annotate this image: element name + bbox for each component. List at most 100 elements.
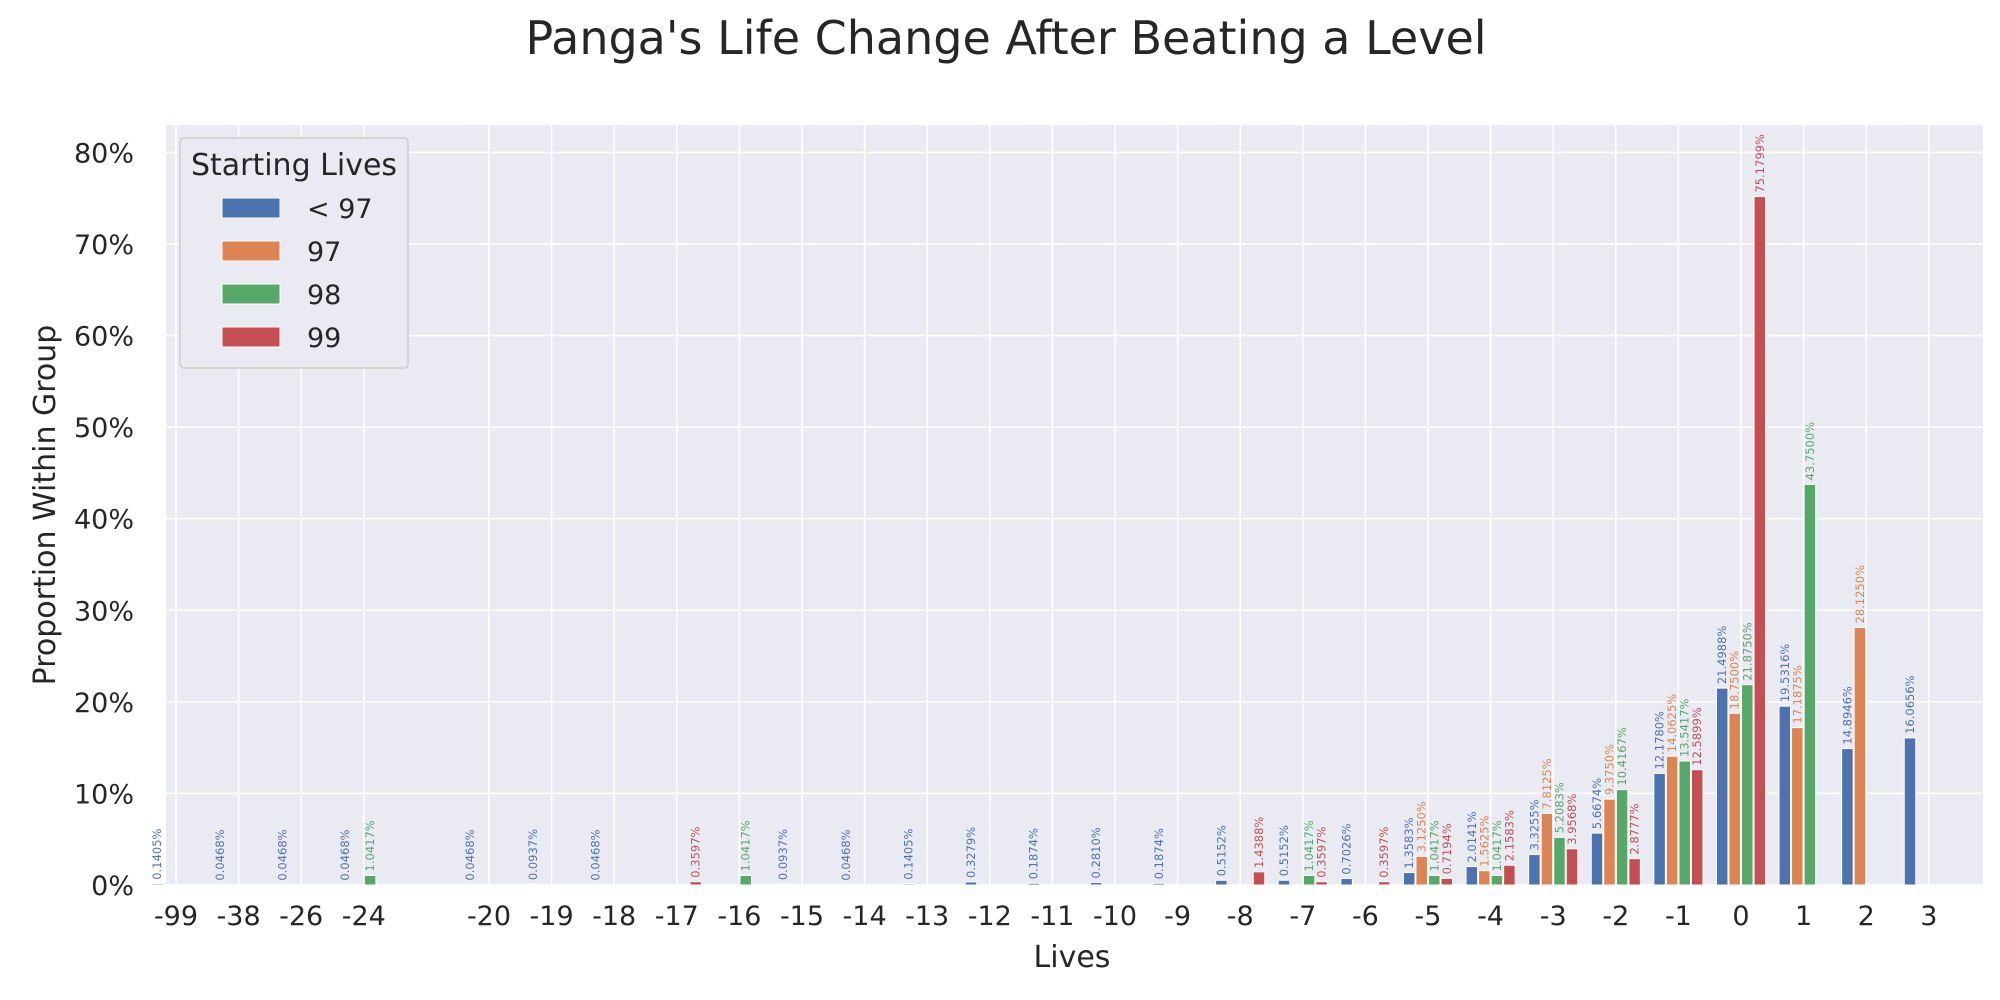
- bar-value-label: 0.1405%: [901, 828, 915, 879]
- bar: [1089, 881, 1103, 886]
- bar: [1665, 755, 1679, 886]
- bar: [1841, 748, 1854, 886]
- bar: [1778, 705, 1792, 886]
- bar-value-label: 0.5152%: [1277, 825, 1291, 876]
- x-tick-label: 0: [1732, 901, 1749, 932]
- bar-value-label: 0.2810%: [1089, 827, 1103, 878]
- x-tick-label: -18: [592, 901, 636, 932]
- bar: [1315, 881, 1328, 886]
- y-tick-label: 20%: [74, 688, 134, 719]
- legend-label: < 97: [307, 194, 373, 225]
- y-tick-label: 0%: [91, 871, 134, 902]
- bar-labels: 0.1405% 0.0468% 0.0468% 0.0468% 0.0468% 0.093…: [150, 134, 1917, 881]
- bar-value-label: 0.0937%: [526, 829, 540, 880]
- legend: Starting Lives < 97 97 98 99: [179, 137, 409, 369]
- x-tick-label: -15: [780, 901, 824, 932]
- x-tick-label: -1: [1665, 901, 1692, 932]
- x-tick-label: -99: [154, 901, 198, 932]
- x-tick-label: -9: [1164, 901, 1191, 932]
- bar-value-label: 16.0656%: [1903, 675, 1917, 734]
- bar-value-label: 14.0625%: [1665, 694, 1679, 753]
- bar: [1540, 812, 1554, 886]
- x-tick-label: -26: [279, 901, 323, 932]
- y-axis-ticks: 0% 10% 20% 30% 40% 50% 60% 70% 80%: [74, 138, 134, 902]
- bar: [363, 874, 377, 886]
- bar: [1302, 874, 1316, 886]
- bar-value-label: 9.3750%: [1603, 744, 1617, 795]
- bar-value-label: 3.3255%: [1527, 799, 1541, 850]
- bar-value-label: 1.0417%: [363, 820, 377, 871]
- bar: [964, 881, 978, 886]
- legend-label: 97: [307, 237, 341, 268]
- x-tick-label: -10: [1093, 901, 1137, 932]
- bar: [1678, 760, 1691, 886]
- bar-value-label: 0.0937%: [776, 829, 790, 880]
- x-tick-label: -4: [1477, 901, 1504, 932]
- legend-swatch: [221, 197, 281, 219]
- y-axis-label: Proportion Within Group: [28, 325, 63, 686]
- bar: [1440, 877, 1454, 886]
- bar-value-label: 2.8777%: [1628, 803, 1642, 854]
- y-tick-label: 40%: [74, 505, 134, 536]
- bar-value-label: 7.8125%: [1540, 758, 1554, 809]
- bar: [1478, 870, 1491, 886]
- y-tick-label: 60%: [74, 322, 134, 353]
- y-tick-label: 50%: [74, 413, 134, 444]
- bar-value-label: 1.3583%: [1402, 817, 1416, 868]
- x-tick-label: -20: [467, 901, 511, 932]
- x-tick-label: -14: [843, 901, 887, 932]
- bar: [1252, 871, 1266, 886]
- bar-value-label: 0.3597%: [689, 826, 703, 877]
- bar-value-label: 3.1250%: [1415, 801, 1429, 852]
- x-tick-label: 3: [1920, 901, 1937, 932]
- x-tick-label: -2: [1602, 901, 1629, 932]
- x-tick-label: -3: [1540, 901, 1567, 932]
- x-tick-label: -7: [1289, 901, 1316, 932]
- bar: [1277, 879, 1291, 886]
- bar: [1791, 727, 1804, 886]
- bar: [1465, 866, 1479, 886]
- bar-value-label: 17.1875%: [1790, 665, 1804, 724]
- x-tick-label: -24: [342, 901, 386, 932]
- bar: [1803, 483, 1817, 886]
- legend-swatch: [221, 326, 281, 348]
- bar: [1402, 872, 1416, 886]
- bar-value-label: 0.7026%: [1340, 823, 1354, 874]
- bar: [1152, 882, 1166, 886]
- x-tick-label: -17: [655, 901, 699, 932]
- bar-value-label: 0.7194%: [1440, 823, 1454, 874]
- bar: [1853, 626, 1867, 886]
- bar-value-label: 0.0468%: [338, 829, 352, 880]
- bar-value-label: 3.9568%: [1565, 794, 1579, 845]
- bar-value-label: 21.4988%: [1715, 626, 1729, 685]
- bar: [1553, 836, 1566, 886]
- chart-title: Panga's Life Change After Beating a Leve…: [525, 11, 1486, 65]
- bar: [1377, 881, 1391, 886]
- x-axis-label: Lives: [1034, 940, 1111, 975]
- bar: [1528, 854, 1541, 886]
- bar: [526, 883, 540, 886]
- bar-value-label: 21.8750%: [1740, 622, 1754, 681]
- x-tick-label: -11: [1030, 901, 1074, 932]
- bar-value-label: 12.1780%: [1653, 711, 1667, 770]
- legend-items: < 97 97 98 99: [221, 194, 373, 354]
- bar: [739, 874, 752, 886]
- y-tick-label: 70%: [74, 230, 134, 261]
- bar-value-label: 75.1799%: [1753, 134, 1767, 193]
- bar: [1741, 684, 1754, 886]
- x-tick-label: -12: [968, 901, 1012, 932]
- bar: [1340, 878, 1353, 886]
- bar-value-label: 2.0141%: [1465, 811, 1479, 862]
- legend-label: 98: [307, 280, 341, 311]
- bar: [1715, 687, 1729, 886]
- bar-value-label: 0.0468%: [839, 829, 853, 880]
- bar-value-label: 0.1874%: [1152, 828, 1166, 879]
- bar: [1503, 864, 1516, 886]
- x-tick-label: 1: [1795, 901, 1812, 932]
- bar: [1903, 737, 1917, 886]
- bar-value-label: 28.1250%: [1853, 565, 1867, 624]
- legend-swatch: [221, 283, 281, 305]
- bar-value-label: 0.1405%: [150, 828, 164, 879]
- bar: [776, 883, 790, 886]
- bar-value-label: 0.0468%: [463, 829, 477, 880]
